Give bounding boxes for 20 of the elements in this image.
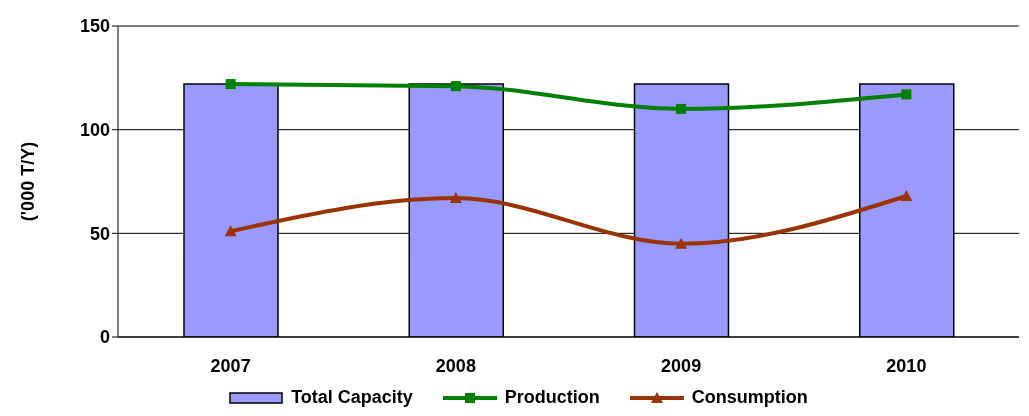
point (676, 103, 687, 114)
legend-label: Total Capacity (291, 387, 413, 408)
point (449, 192, 462, 204)
y-tick-label: 150 (79, 16, 110, 37)
point (900, 190, 913, 202)
x-tick-label: 2009 (661, 355, 702, 376)
y-tick-label: 100 (79, 120, 110, 141)
point (225, 79, 236, 90)
legend-label: Consumption (691, 387, 808, 408)
legend-label: Production (504, 387, 600, 408)
y-tick-label: 0 (99, 327, 110, 348)
y-axis-title: ('000 T/Y) (18, 141, 39, 222)
y-tick-label: 50 (89, 223, 110, 244)
x-tick-label: 2010 (886, 355, 927, 376)
point (224, 225, 237, 237)
point (450, 81, 461, 92)
point (901, 89, 912, 100)
x-tick-label: 2007 (210, 355, 251, 376)
x-tick-label: 2008 (435, 355, 476, 376)
point (675, 237, 688, 249)
